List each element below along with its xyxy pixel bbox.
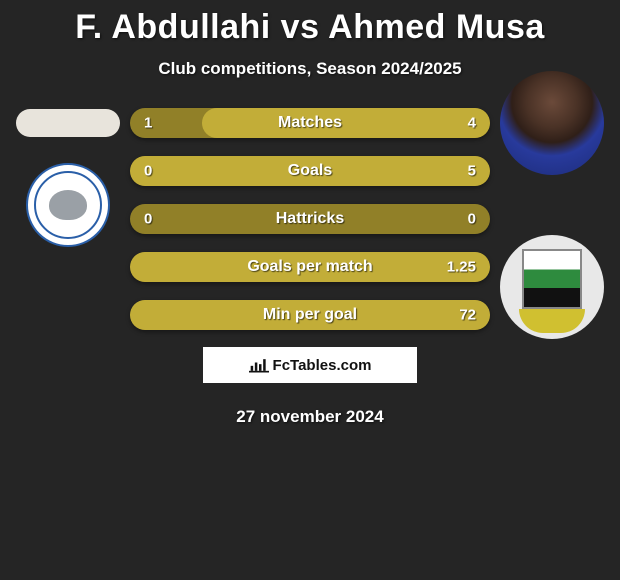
comparison-container: 1 Matches 4 0 Goals 5 0 Hattricks 0 <box>0 107 620 331</box>
stat-label: Goals <box>130 162 490 180</box>
stat-label: Min per goal <box>130 306 490 324</box>
stat-bar-min-per-goal: Min per goal 72 <box>130 300 490 330</box>
watermark-text: FcTables.com <box>273 357 372 374</box>
date-label: 27 november 2024 <box>0 407 620 427</box>
page-title: F. Abdullahi vs Ahmed Musa <box>0 0 620 47</box>
stat-bar-goals-per-match: Goals per match 1.25 <box>130 252 490 282</box>
chart-icon <box>249 357 269 373</box>
stat-right-value: 4 <box>468 115 476 132</box>
stat-right-value: 0 <box>468 211 476 228</box>
stat-bar-hattricks: 0 Hattricks 0 <box>130 204 490 234</box>
stat-right-value: 5 <box>468 163 476 180</box>
stat-right-value: 72 <box>459 307 476 324</box>
player1-photo-slot <box>6 109 130 137</box>
stat-label: Matches <box>130 114 490 132</box>
stat-bar-goals: 0 Goals 5 <box>130 156 490 186</box>
club2-logo <box>500 235 604 339</box>
watermark: FcTables.com <box>203 347 417 383</box>
stat-label: Goals per match <box>130 258 490 276</box>
stat-label: Hattricks <box>130 210 490 228</box>
stat-right-value: 1.25 <box>447 259 476 276</box>
player2-photo <box>500 71 604 175</box>
club1-logo <box>26 163 110 247</box>
player1-photo <box>16 109 120 137</box>
stat-bar-matches: 1 Matches 4 <box>130 108 490 138</box>
